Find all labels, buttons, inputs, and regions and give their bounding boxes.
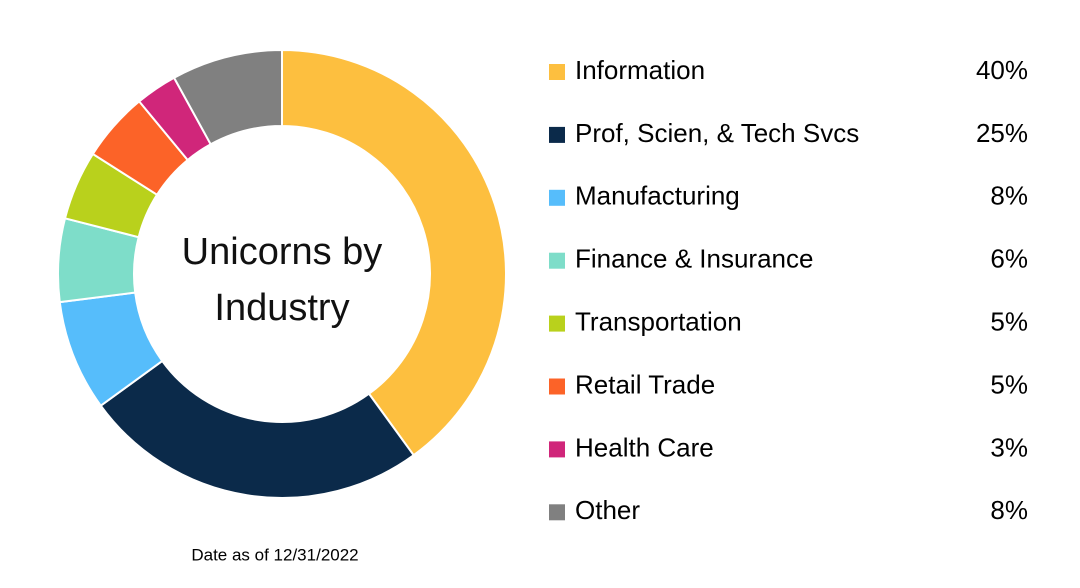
legend-label: Prof, Scien, & Tech Svcs [575,118,859,148]
footnote: Date as of 12/31/2022 [191,545,358,564]
value-label: 8% [990,495,1028,525]
legend-swatch [549,64,565,80]
legend-label: Health Care [575,432,714,462]
legend-label: Finance & Insurance [575,244,813,274]
value-label: 3% [990,432,1028,462]
legend-swatch [549,252,565,269]
donut-slice [281,48,507,457]
legend-label: Transportation [575,306,742,336]
legend-swatch [549,378,565,395]
value-label: 25% [976,118,1028,148]
legend-swatch [549,189,565,206]
chart-title: Unicorns by Industry [181,231,383,329]
legend-label: Manufacturing [575,181,740,211]
donut-slice [99,359,416,499]
value-label: 6% [990,244,1028,274]
legend-label: Retail Trade [575,369,715,399]
legend-label: Other [575,495,640,525]
donut-slice [172,48,283,146]
value-label: 5% [990,369,1028,399]
legend-swatch [549,441,565,458]
legend-swatch [549,315,565,332]
value-label: 40% [976,55,1028,85]
value-label: 8% [990,181,1028,211]
legend-label: Information [575,55,705,85]
value-label: 5% [990,306,1028,336]
legend-swatch [549,504,565,521]
legend-swatch [549,126,565,143]
